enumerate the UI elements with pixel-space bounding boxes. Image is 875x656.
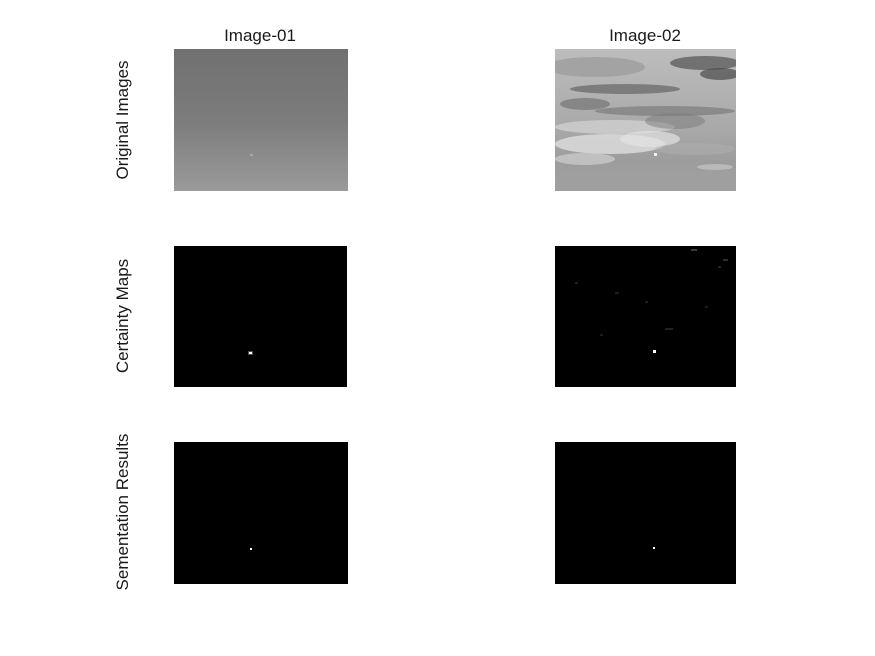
row-label-certainty-maps: Certainty Maps: [113, 258, 132, 374]
row-label-segmentation-results: Sementation Results: [113, 433, 132, 591]
certainty-map-01: [174, 246, 347, 387]
certainty-map-02: [555, 246, 736, 387]
segmentation-result-01: [174, 442, 348, 584]
row-label-original-images: Original Images: [113, 60, 132, 180]
original-image-02: [555, 49, 736, 191]
segmentation-result-02: [555, 442, 736, 584]
original-image-01: [174, 49, 348, 191]
column-title-image-01: Image-01: [224, 26, 296, 45]
column-title-image-02: Image-02: [609, 26, 681, 45]
